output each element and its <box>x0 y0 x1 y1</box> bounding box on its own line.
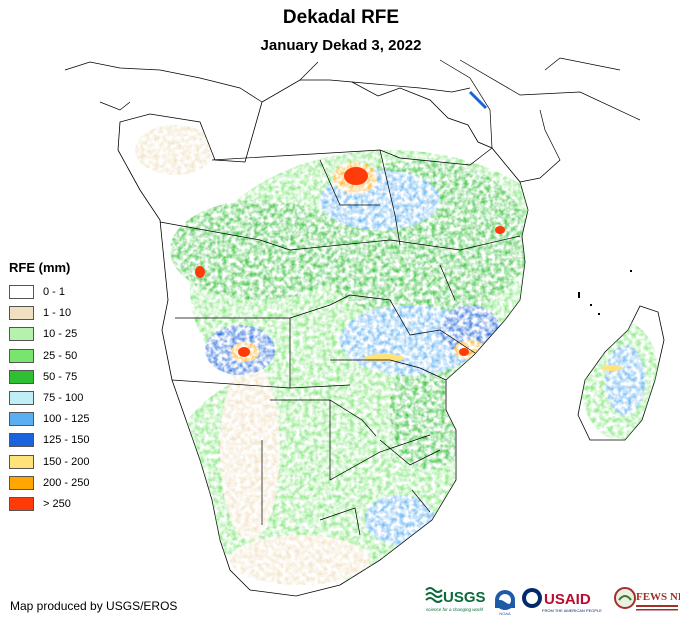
legend-label: 100 - 125 <box>43 413 90 426</box>
usaid-logo: USAID FROM THE AMERICAN PEOPLE <box>522 588 602 613</box>
legend-label: 1 - 10 <box>43 307 72 320</box>
legend-swatch <box>9 348 34 363</box>
legend-item: > 250 <box>9 494 89 514</box>
legend-swatch <box>9 285 34 299</box>
legend-item: 1 - 10 <box>9 303 89 323</box>
legend-swatch <box>9 412 34 427</box>
partner-logos: USGS science for a changing world NOAA U… <box>425 587 680 616</box>
legend-label: 200 - 250 <box>43 476 90 489</box>
legend-item: 50 - 75 <box>9 367 89 387</box>
legend-label: 150 - 200 <box>43 455 90 468</box>
usgs-tagline: science for a changing world <box>426 607 484 612</box>
usgs-logo: USGS science for a changing world <box>425 587 486 612</box>
legend-swatch <box>9 454 34 469</box>
country-borders <box>159 147 521 536</box>
legend-item: 0 - 1 <box>9 282 89 302</box>
map-title: Dekadal RFE <box>282 7 400 28</box>
legend-label: 125 - 150 <box>43 434 90 447</box>
legend-swatch <box>9 369 34 384</box>
usgs-wordmark: USGS <box>443 589 486 606</box>
legend-label: 25 - 50 <box>43 349 78 362</box>
legend-item: 10 - 25 <box>9 324 89 344</box>
noaa-logo: NOAA <box>495 590 515 616</box>
fewsnet-wordmark: FEWS NET <box>636 591 680 603</box>
legend-label: > 250 <box>43 497 71 510</box>
legend-item: 125 - 150 <box>9 430 89 450</box>
legend-swatch <box>9 327 34 342</box>
legend-label: 0 - 1 <box>43 286 66 298</box>
legend-item: 75 - 100 <box>9 388 89 408</box>
legend-swatch <box>9 390 34 405</box>
legend-item: 200 - 250 <box>9 473 89 493</box>
legend-item: 25 - 50 <box>9 346 89 366</box>
usaid-wordmark: USAID <box>544 591 591 608</box>
map-credit: Map produced by USGS/EROS <box>10 599 178 613</box>
legend-label: 75 - 100 <box>43 391 84 404</box>
legend-label: 10 - 25 <box>43 328 78 341</box>
legend-label: 50 - 75 <box>43 370 78 383</box>
fewsnet-logo: FEWS NET <box>614 587 680 611</box>
legend-swatch <box>9 306 34 321</box>
legend-item: 100 - 125 <box>9 409 89 429</box>
map-subtitle: January Dekad 3, 2022 <box>260 37 422 54</box>
noaa-label: NOAA <box>499 611 511 616</box>
map-legend: RFE (mm) 0 - 1 1 - 10 10 - 25 25 - 50 50… <box>9 260 89 515</box>
islands <box>578 270 632 315</box>
legend-title: RFE (mm) <box>9 260 71 275</box>
legend-swatch <box>9 433 34 448</box>
usaid-tagline: FROM THE AMERICAN PEOPLE <box>542 608 602 613</box>
legend-item: 150 - 200 <box>9 452 89 472</box>
legend-swatch <box>9 496 34 511</box>
northern-outline <box>64 57 641 183</box>
legend-swatch <box>9 475 34 490</box>
